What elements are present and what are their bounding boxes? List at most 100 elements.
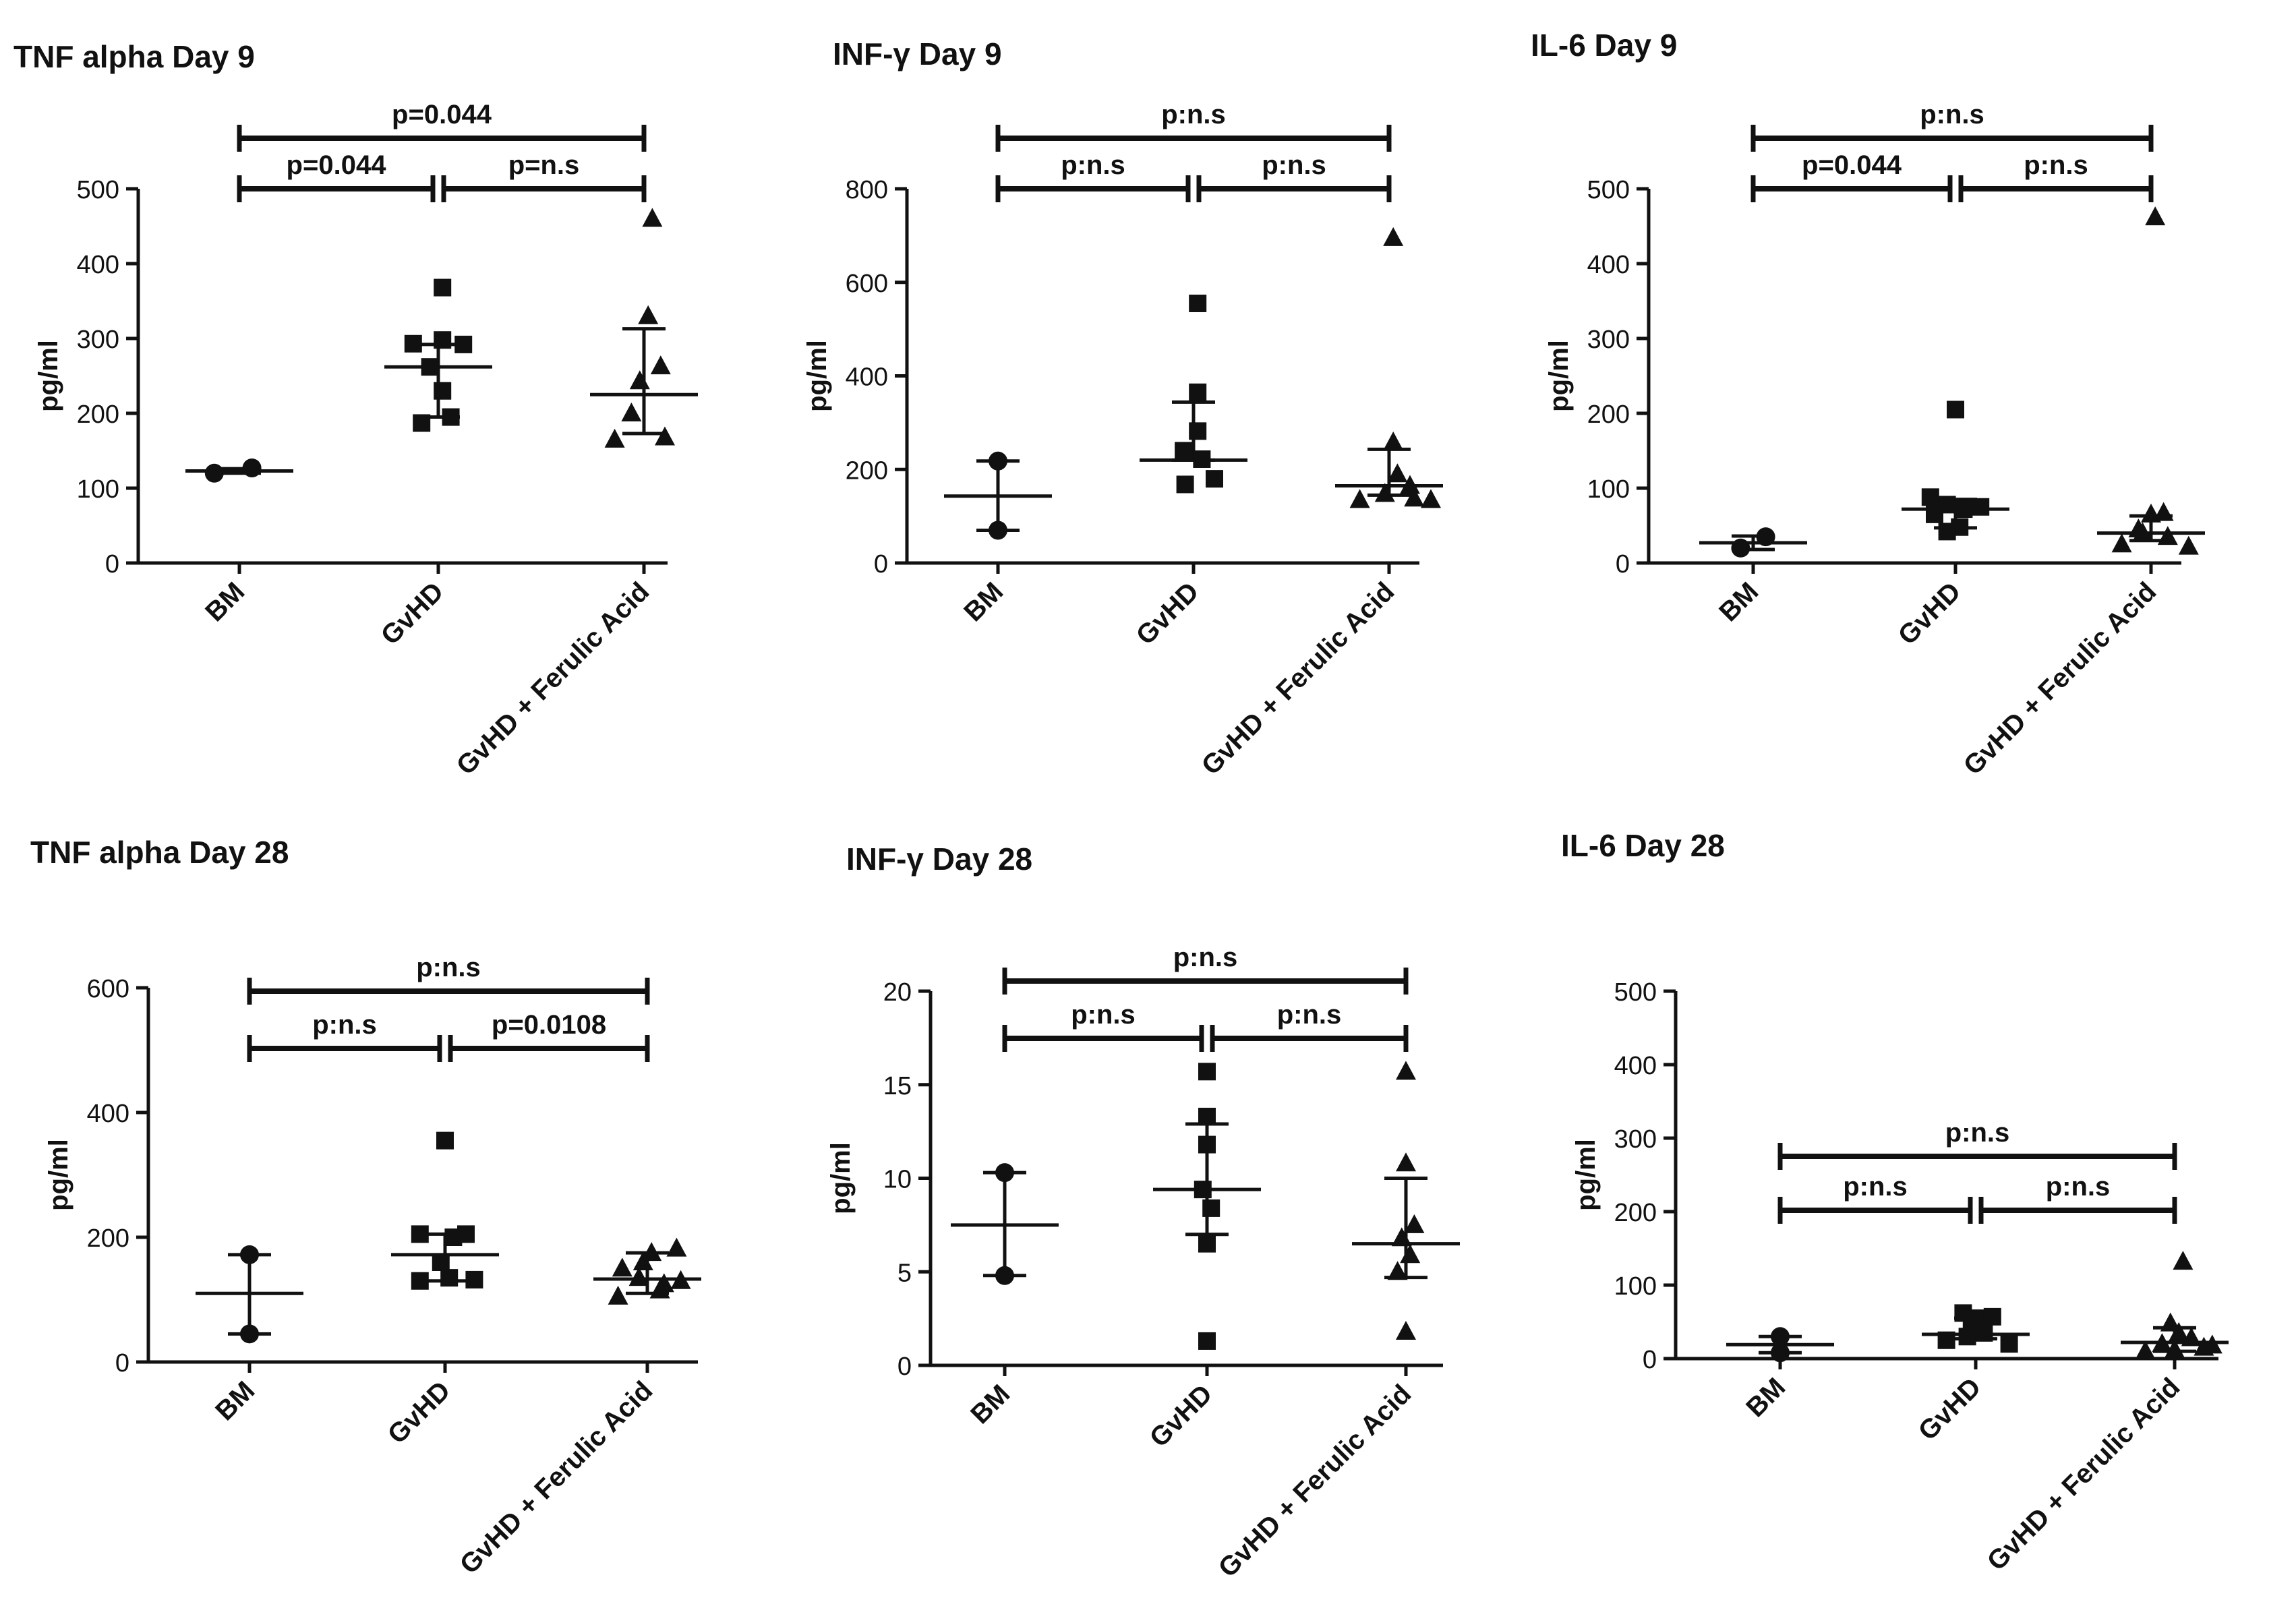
x-tick-label: GvHD + Ferulic Acid [1982, 1372, 2186, 1576]
y-tick-label: 400 [87, 1100, 129, 1128]
data-point-triangle [1383, 227, 1404, 246]
chart-title: IL-6 Day 9 [1531, 28, 1677, 63]
significance-bracket: p:n.s [247, 1010, 442, 1062]
y-tick-label: 500 [77, 176, 119, 204]
data-point-circle [1771, 1327, 1790, 1346]
y-axis-label: pg/ml [1544, 340, 1574, 412]
p-value-label: p:n.s [1161, 100, 1226, 129]
x-tick-label: GvHD + Ferulic Acid [454, 1375, 659, 1580]
y-axis-label: pg/ml [44, 1139, 73, 1211]
data-point-triangle [629, 370, 650, 390]
y-tick-label: 300 [1587, 326, 1630, 354]
data-point-square [1955, 500, 1973, 518]
chart-title: TNF alpha Day 28 [30, 835, 289, 870]
p-value-label: p=0.0108 [492, 1010, 606, 1040]
y-tick-label: 200 [846, 456, 888, 485]
data-point-square [421, 358, 439, 376]
data-point-triangle [608, 1285, 628, 1305]
y-tick-label: 200 [77, 401, 119, 429]
data-point-square [1926, 505, 1943, 523]
data-point-triangle [670, 1270, 691, 1289]
significance-bracket: p=0.0108 [448, 1010, 650, 1062]
data-point-triangle [2157, 526, 2178, 545]
y-axis-label: pg/ml [826, 1142, 856, 1214]
p-value-label: p:n.s [1945, 1118, 2010, 1148]
y-tick-label: 400 [1614, 1052, 1657, 1080]
y-axis-label: pg/ml [1571, 1139, 1601, 1211]
y-tick-label: 0 [1616, 550, 1630, 579]
data-point-square [434, 331, 452, 349]
x-tick-label: GvHD + Ferulic Acid [1213, 1379, 1417, 1583]
y-tick-label: 5 [897, 1259, 912, 1287]
significance-bracket: p:n.s [995, 150, 1191, 202]
x-tick-label: BM [210, 1375, 260, 1426]
data-point-triangle [1383, 432, 1404, 451]
y-tick-label: 200 [87, 1224, 129, 1253]
x-tick-label: BM [200, 576, 250, 627]
significance-bracket: p:n.s [1978, 1172, 2177, 1224]
y-tick-label: 800 [846, 176, 888, 204]
y-tick-label: 15 [883, 1072, 912, 1100]
data-point-triangle [638, 305, 659, 324]
significance-bracket: p:n.s [995, 100, 1392, 152]
data-point-circle [1756, 527, 1775, 547]
group-2 [2121, 1251, 2229, 1360]
data-point-triangle [2135, 1340, 2156, 1360]
data-point-triangle [666, 1237, 687, 1257]
data-point-square [1938, 523, 1956, 541]
significance-bracket: p=0.044 [1750, 150, 1953, 202]
p-value-label: p:n.s [1277, 1000, 1342, 1030]
y-tick-label: 10 [883, 1166, 912, 1194]
data-point-square [1175, 442, 1193, 460]
data-point-triangle [1396, 1152, 1416, 1172]
data-point-triangle [1421, 489, 1441, 508]
data-point-square [1983, 1307, 2001, 1326]
data-point-triangle [641, 1242, 662, 1262]
data-point-square [1189, 422, 1207, 440]
data-point-square [1194, 1181, 1212, 1199]
significance-bracket: p=0.044 [237, 150, 436, 202]
group-2 [2097, 206, 2205, 555]
data-point-circle [989, 521, 1007, 540]
p-value-label: p:n.s [1262, 150, 1326, 180]
data-point-square [434, 382, 452, 400]
group-2 [1335, 227, 1443, 508]
data-point-circle [1731, 538, 1750, 558]
y-tick-label: 0 [874, 550, 888, 579]
data-point-square [1206, 470, 1223, 488]
data-point-triangle [2153, 502, 2174, 521]
data-point-square [404, 334, 422, 353]
group-1 [391, 1131, 499, 1290]
data-point-square [1975, 1324, 1993, 1342]
group-0 [1699, 527, 1807, 558]
significance-bracket: p:n.s [1002, 1000, 1204, 1052]
significance-bracket: p:n.s [1002, 943, 1409, 995]
data-point-square [413, 414, 431, 432]
data-point-square [1202, 1199, 1220, 1217]
data-point-triangle [628, 1267, 649, 1286]
chart-panel-inf-d9: INF-γ Day 9 0 200 400 600 800 pg/ml BM GvHDGvHD … [802, 36, 1443, 781]
data-point-square [411, 1272, 429, 1290]
x-tick-label: GvHD [1893, 576, 1967, 651]
data-point-circle [989, 451, 1007, 471]
y-tick-label: 0 [115, 1349, 129, 1377]
data-point-triangle [2173, 1251, 2194, 1270]
y-tick-label: 300 [77, 326, 119, 354]
chart-panel-il6-d28: IL-6 Day 28 0 100 200 300 400 500 pg/ml BM GvHDGv… [1561, 828, 2229, 1576]
data-point-square [457, 1225, 475, 1243]
x-tick-label: GvHD + Ferulic Acid [1958, 576, 2162, 781]
group-1 [1140, 294, 1247, 494]
x-tick-label: GvHD [376, 576, 450, 651]
data-point-square [454, 335, 473, 353]
group-0 [185, 458, 293, 483]
y-tick-label: 0 [897, 1353, 912, 1381]
data-point-circle [1771, 1343, 1790, 1363]
significance-bracket: p:n.s [1958, 150, 2154, 202]
x-tick-label: BM [1740, 1372, 1791, 1423]
data-point-square [442, 408, 460, 426]
data-point-triangle [649, 1279, 670, 1299]
chart-title: TNF alpha Day 9 [13, 39, 255, 74]
significance-bracket: p:n.s [247, 953, 650, 1005]
y-tick-label: 400 [77, 251, 119, 279]
